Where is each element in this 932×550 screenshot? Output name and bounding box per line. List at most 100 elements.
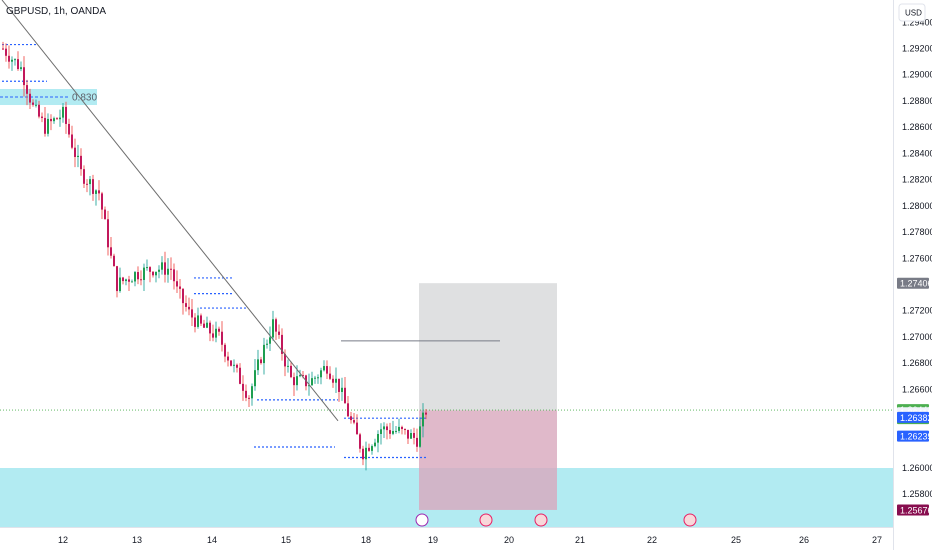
candle [149,267,151,272]
candle [80,155,82,170]
candle [290,365,292,378]
candle [311,378,313,386]
candle [203,323,205,328]
candle [59,117,61,120]
candle [215,328,217,338]
candle [425,412,427,415]
candle [167,268,169,275]
candle [407,429,409,439]
candle [338,378,340,392]
candle [236,364,238,368]
candle [191,309,193,318]
candle [122,277,124,282]
price-tick-label: 1.28600 [902,122,932,132]
price-badge-label: 1.27406 [900,279,932,289]
price-tick-label: 1.27200 [902,306,932,316]
candle [422,412,424,427]
candle [89,179,91,185]
candle [320,370,322,378]
candle [233,364,235,366]
candle [26,85,28,94]
candle [404,429,406,431]
candle [317,377,319,379]
candle [95,190,97,194]
time-axis-divider [0,527,893,528]
candle [218,328,220,332]
candle [329,373,331,379]
candle [302,375,304,377]
candle [188,306,190,310]
price-badge [897,430,929,442]
candle [41,116,43,118]
candle [416,437,418,447]
price-tick-label: 1.26800 [902,358,932,368]
price-tick-label: 1.29000 [902,70,932,80]
candle [248,397,250,399]
economic-event-icon[interactable] [479,513,493,527]
price-axis[interactable]: 1.29400 1.29200 1.29000 1.28800 1.28600 1.284… [897,17,932,515]
time-tick-label: 14 [207,535,217,545]
candle [386,426,388,431]
candle [62,106,64,118]
candle [182,288,184,304]
candle [107,219,109,248]
candle [101,193,103,210]
candle [194,317,196,327]
candle [347,403,349,417]
candle [272,319,274,338]
price-tick-label: 1.25800 [902,489,932,499]
candle [98,190,100,194]
candle [17,59,19,70]
candle [8,55,10,62]
candle [401,426,403,430]
candle [209,322,211,334]
candle [395,430,397,432]
candle [419,426,421,447]
candle [245,390,247,398]
candle [230,360,232,366]
candle [308,385,310,387]
candle [326,366,328,374]
candle [116,266,118,292]
candle [314,377,316,379]
economic-event-icon[interactable] [534,513,548,527]
time-tick-label: 20 [504,535,514,545]
candle [176,281,178,287]
currency-button[interactable] [898,3,926,22]
candle [104,209,106,220]
time-axis[interactable]: 12 13 14 15 18 19 20 21 22 25 26 27 [58,535,882,545]
candle [140,279,142,281]
currency-label: USD [905,9,922,18]
price-badge [897,411,929,423]
candle [83,169,85,184]
candle [377,433,379,443]
candle [44,117,46,134]
trend-line [1,0,339,422]
candle [335,378,337,383]
candle [371,446,373,451]
candle [152,271,154,276]
economic-event-icon[interactable] [683,513,697,527]
plot-area[interactable]: 0.830 [0,0,893,527]
candle [56,118,58,120]
position-stop-zone [419,410,557,510]
candle [164,262,166,275]
candle [281,334,283,354]
candle [14,59,16,61]
time-tick-label: 27 [872,535,882,545]
chart-title: GBPUSD, 1h, OANDA [6,6,106,17]
flash-event-icon[interactable] [415,513,429,527]
candle [356,422,358,435]
candle [413,433,415,438]
price-tick-label: 1.28200 [902,175,932,185]
candle [143,267,145,280]
candle [23,67,25,86]
candle [185,303,187,307]
time-tick-label: 26 [799,535,809,545]
candle [275,319,277,332]
candle [29,93,31,103]
candle [263,344,265,364]
candle [242,383,244,391]
candle [362,448,364,460]
